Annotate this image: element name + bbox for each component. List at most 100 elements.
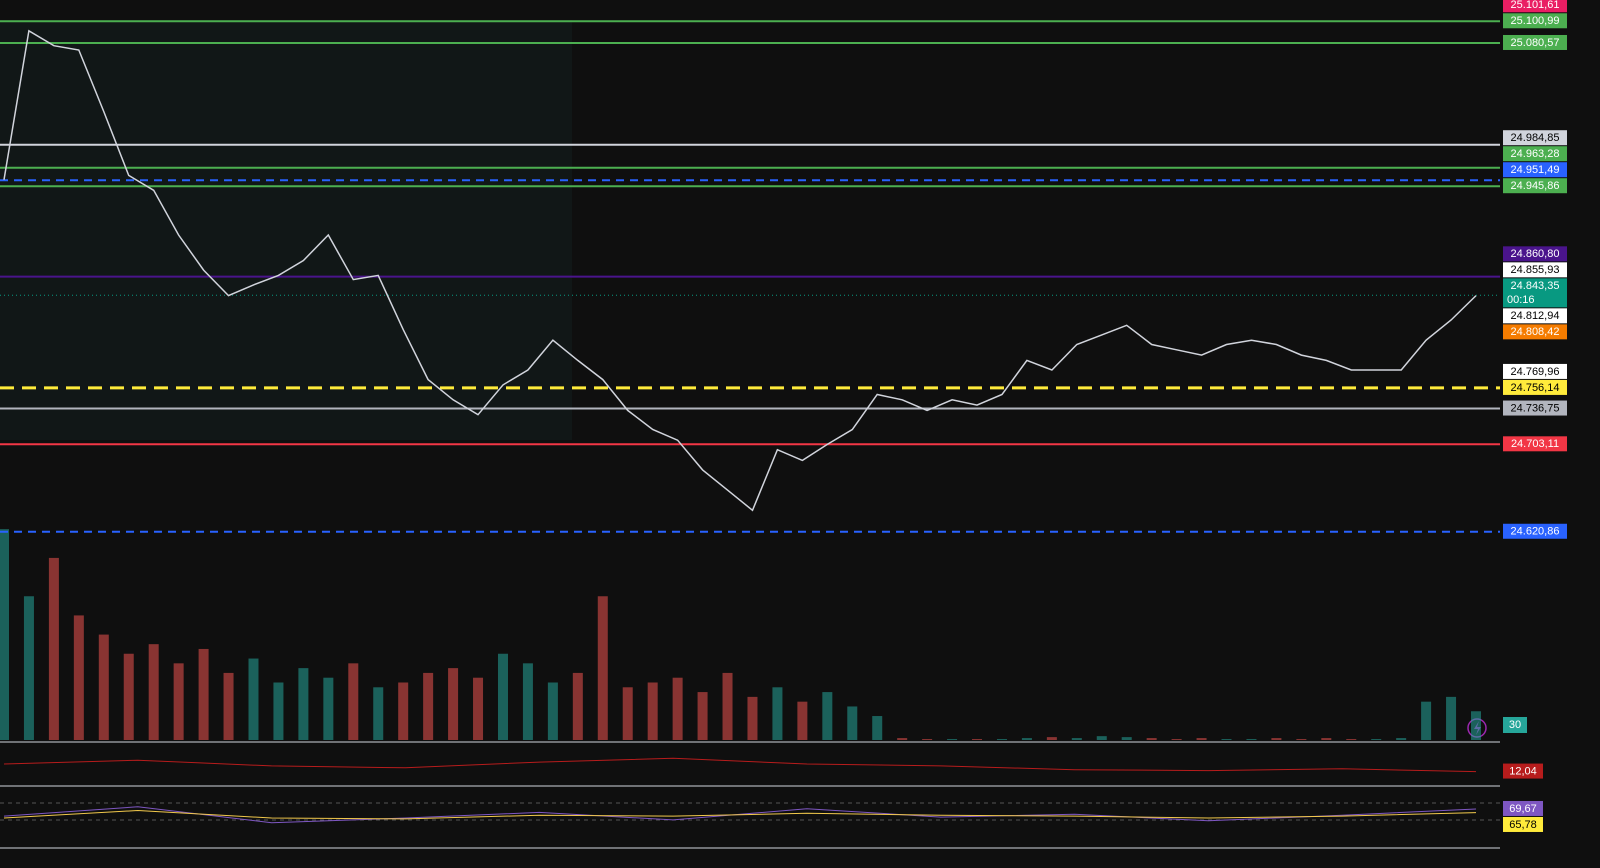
price-label-box xyxy=(1503,379,1567,395)
volume-bar xyxy=(772,687,783,740)
price-label: 24.703,11 xyxy=(1511,438,1559,450)
volume-bar xyxy=(1471,711,1481,740)
price-label-box xyxy=(1503,146,1567,162)
price-label: 24.963,28 xyxy=(1511,148,1560,160)
volume-bar xyxy=(373,687,384,740)
volume-bar xyxy=(922,739,933,740)
price-label-box xyxy=(1503,278,1567,308)
price-label-box xyxy=(1503,436,1567,452)
price-label: 24.756,14 xyxy=(1511,382,1560,394)
price-label-box xyxy=(1503,308,1567,324)
volume-bar xyxy=(0,529,9,740)
volume-bar xyxy=(672,677,683,740)
volume-bar xyxy=(423,672,434,740)
price-label-box xyxy=(1503,523,1567,539)
price-label-box xyxy=(1503,13,1567,29)
price-label: 24.620,86 xyxy=(1511,526,1560,538)
countdown-label: 00:16 xyxy=(1507,294,1535,306)
volume-bar xyxy=(298,668,309,740)
volume-bar xyxy=(23,596,34,740)
volume-bar xyxy=(572,672,583,740)
price-label-box xyxy=(1503,34,1567,50)
price-label-box xyxy=(1503,400,1567,416)
indicator-label: 69,67 xyxy=(1509,803,1537,815)
price-line xyxy=(3,29,1477,512)
volume-label: 30 xyxy=(1509,719,1521,731)
price-label: 24.951,49 xyxy=(1511,164,1560,176)
volume-bar xyxy=(1271,738,1282,740)
volume-bar xyxy=(148,644,159,740)
price-label-box xyxy=(1503,262,1567,278)
volume-bar xyxy=(747,696,758,740)
volume-bar xyxy=(1421,701,1432,740)
price-label-box xyxy=(1503,130,1567,146)
volume-bar xyxy=(1321,738,1332,740)
price-label: 24.855,93 xyxy=(1511,264,1560,276)
price-label: 24.843,35 xyxy=(1511,280,1560,292)
indicator-label-box xyxy=(1503,816,1543,832)
price-label: 25.080,57 xyxy=(1511,37,1560,49)
price-label: 24.769,96 xyxy=(1511,366,1560,378)
volume-bar xyxy=(123,653,134,740)
volume-bar xyxy=(1296,739,1307,740)
volume-bar xyxy=(1346,739,1357,740)
volume-bar xyxy=(98,634,109,740)
volume-bar xyxy=(797,701,808,740)
volume-bar xyxy=(448,668,459,740)
volume-bar xyxy=(947,739,958,740)
volume-bar xyxy=(972,739,983,740)
volume-bar xyxy=(1046,737,1057,740)
price-label: 24.736,75 xyxy=(1511,402,1560,414)
volume-bar xyxy=(722,672,733,740)
volume-bar xyxy=(348,663,359,740)
price-label: 24.984,85 xyxy=(1511,132,1560,144)
indicator-label: 12,04 xyxy=(1509,765,1537,777)
volume-bar xyxy=(897,738,908,740)
volume-label-box xyxy=(1503,717,1527,733)
price-label: 25.101,61 xyxy=(1511,0,1560,11)
volume-bar xyxy=(1096,736,1107,740)
indicator-line xyxy=(3,809,1477,820)
volume-bar xyxy=(1071,738,1082,740)
indicator-label: 65,78 xyxy=(1509,819,1537,831)
price-label-box xyxy=(1503,0,1567,13)
volume-bar xyxy=(1446,696,1457,740)
indicator-line xyxy=(3,757,1477,773)
volume-bar xyxy=(597,596,608,740)
price-label-box xyxy=(1503,363,1567,379)
price-label: 24.945,86 xyxy=(1511,180,1560,192)
volume-bar xyxy=(996,739,1007,740)
volume-bar xyxy=(1221,739,1232,740)
volume-bar xyxy=(323,677,334,740)
volume-bar xyxy=(473,677,484,740)
volume-bar xyxy=(1396,738,1407,740)
volume-bar xyxy=(398,682,409,740)
price-label-box xyxy=(1503,246,1567,262)
indicator-label-box xyxy=(1503,763,1543,779)
volume-bar xyxy=(1196,738,1207,740)
volume-bar xyxy=(1371,739,1382,740)
volume-bar xyxy=(1021,738,1032,740)
volume-bar xyxy=(198,648,209,740)
volume-bar xyxy=(847,706,858,740)
volume-bar xyxy=(273,682,284,740)
indicator-label-box xyxy=(1503,800,1543,816)
volume-bar xyxy=(622,687,633,740)
volume-bar xyxy=(73,615,84,740)
volume-bar xyxy=(1246,739,1257,740)
volume-bar xyxy=(48,557,59,740)
price-label-box xyxy=(1503,324,1567,340)
volume-bar xyxy=(647,682,658,740)
price-label-box xyxy=(1503,162,1567,178)
volume-bar xyxy=(1146,738,1157,740)
shaded-zone xyxy=(0,20,572,440)
volume-bar xyxy=(822,692,833,740)
volume-bar xyxy=(497,653,508,740)
price-label: 24.812,94 xyxy=(1511,310,1560,322)
volume-bar xyxy=(1121,737,1132,740)
volume-bar xyxy=(248,658,259,740)
volume-bar xyxy=(697,692,708,740)
volume-bar xyxy=(1171,739,1182,740)
